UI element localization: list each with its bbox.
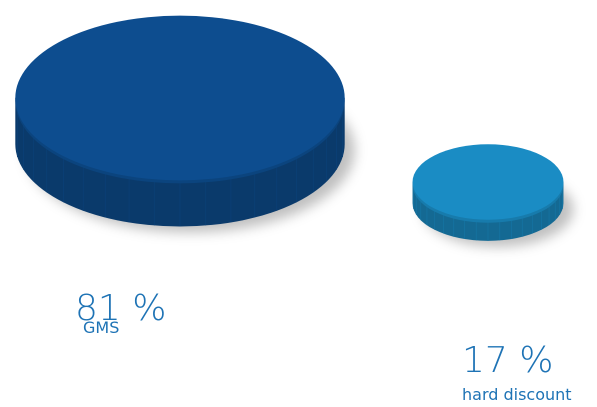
value-label: 17 %: [462, 340, 553, 381]
category-label: hard discount: [462, 385, 572, 404]
disc: [412, 144, 574, 247]
disc-top: [15, 15, 345, 181]
disc-top: [412, 144, 564, 220]
category-label: GMS: [83, 318, 119, 337]
value-label: 81 %: [75, 288, 166, 329]
disc: [15, 15, 355, 233]
